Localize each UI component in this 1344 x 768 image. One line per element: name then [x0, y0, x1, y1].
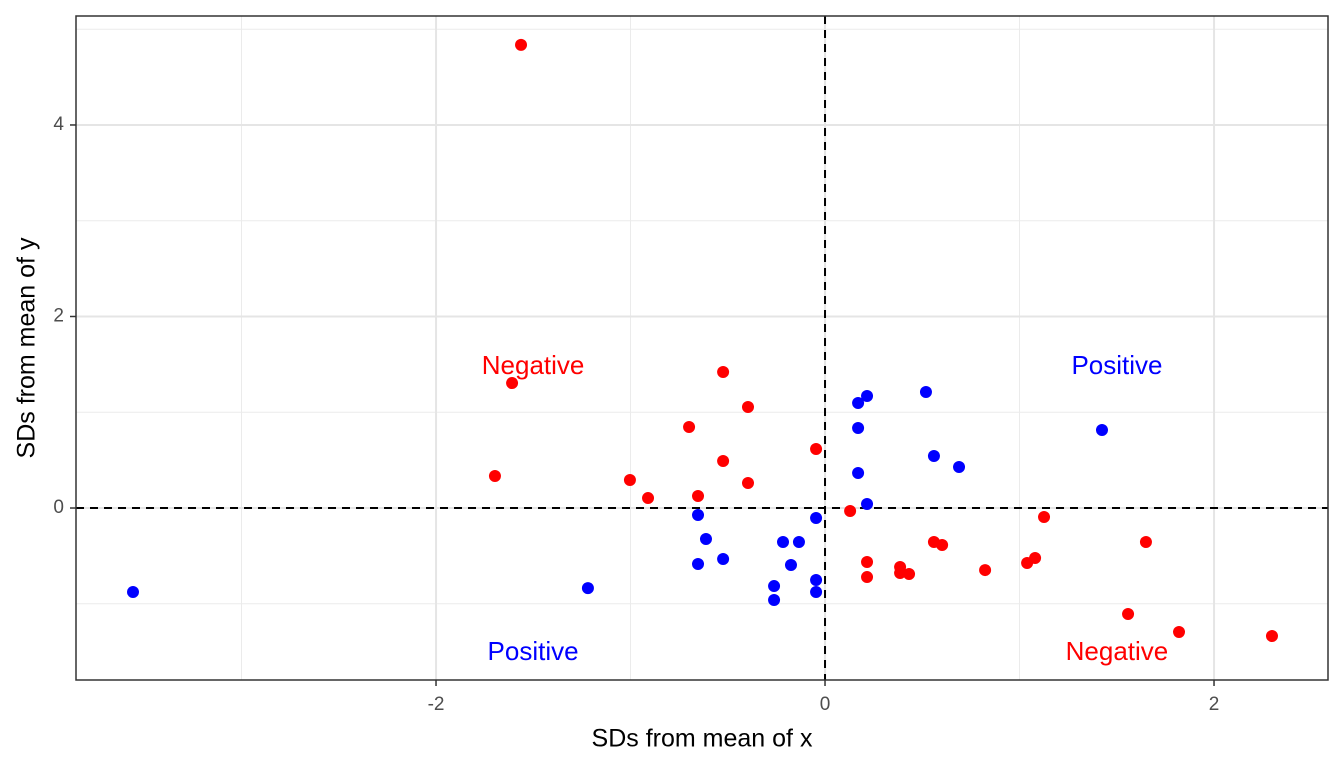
point — [810, 574, 823, 587]
point — [692, 509, 705, 522]
point — [1038, 511, 1051, 524]
point — [699, 533, 712, 546]
point — [810, 585, 823, 598]
point — [844, 504, 857, 517]
point — [1095, 423, 1108, 436]
point — [894, 567, 907, 580]
point — [642, 492, 655, 505]
y-tick-label: 4 — [53, 114, 64, 135]
point — [717, 553, 730, 566]
point — [692, 490, 705, 503]
point — [515, 38, 528, 51]
point — [919, 386, 932, 399]
x-tick-label: -2 — [428, 694, 445, 715]
point — [953, 461, 966, 474]
point — [768, 594, 781, 607]
point — [1029, 552, 1042, 565]
y-tick-label: 0 — [53, 497, 64, 518]
point — [927, 450, 940, 463]
point — [741, 477, 754, 490]
point — [741, 400, 754, 413]
annotation: Negative — [482, 350, 585, 380]
x-tick-label: 2 — [1209, 694, 1220, 715]
point — [768, 580, 781, 593]
point — [717, 454, 730, 467]
point — [852, 421, 865, 434]
point — [1122, 608, 1135, 621]
point — [623, 474, 636, 487]
y-tick-label: 2 — [53, 306, 64, 327]
point — [1265, 630, 1278, 643]
x-axis-title: SDs from mean of x — [592, 725, 813, 753]
point — [784, 558, 797, 571]
point — [979, 564, 992, 577]
point — [936, 538, 949, 551]
point — [777, 536, 790, 549]
point — [1139, 536, 1152, 549]
point — [683, 421, 696, 434]
point — [506, 377, 519, 390]
y-axis-title: SDs from mean of y — [13, 237, 41, 458]
panel-border — [75, 15, 1329, 681]
annotation: Negative — [1066, 636, 1169, 666]
point — [852, 466, 865, 479]
annotation: Positive — [1071, 350, 1162, 380]
point — [126, 585, 139, 598]
point — [810, 443, 823, 456]
point — [861, 571, 874, 584]
point — [1173, 626, 1186, 639]
point — [717, 366, 730, 379]
point — [861, 389, 874, 402]
point — [488, 470, 501, 483]
point — [692, 558, 705, 571]
point — [581, 582, 594, 595]
point — [792, 536, 805, 549]
point — [861, 497, 874, 510]
point — [810, 511, 823, 524]
point — [852, 396, 865, 409]
x-tick-label: 0 — [820, 694, 831, 715]
point — [903, 567, 916, 580]
point — [861, 556, 874, 569]
annotation: Positive — [488, 636, 579, 666]
